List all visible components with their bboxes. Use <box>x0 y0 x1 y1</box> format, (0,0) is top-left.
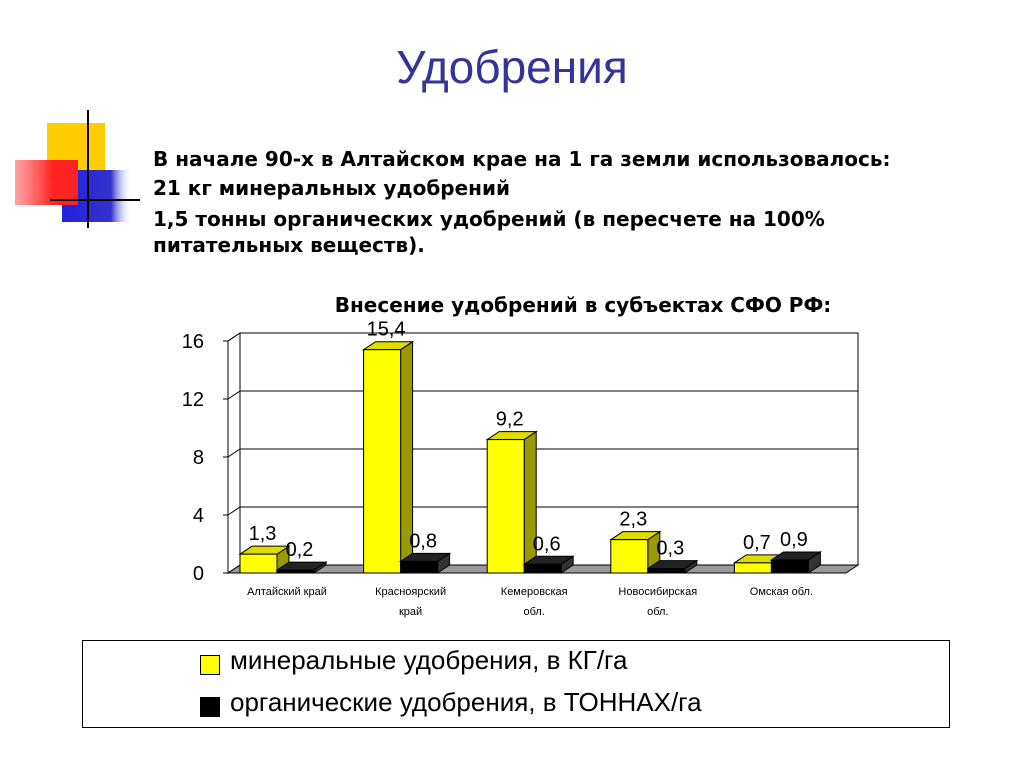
plot: 0 4 8 12 16 1,3 0,2 15,4 0,8 9,2 0,6 2,3 0,3 0,7 0,9 <box>182 319 860 585</box>
value-label: 0,9 <box>780 529 808 551</box>
y-tick-label: 8 <box>193 447 204 469</box>
bar <box>733 562 772 574</box>
grid-line <box>227 506 858 516</box>
slide-title: Удобрения <box>396 41 628 93</box>
text-line: 21 кг минеральных удобрений <box>153 176 511 200</box>
value-label: 2,3 <box>619 509 647 531</box>
value-label: 9,2 <box>496 409 524 431</box>
x-tick-label: Новосибирская обл. <box>618 586 698 618</box>
bar <box>486 439 525 574</box>
legend <box>82 640 950 728</box>
value-label: 15,4 <box>367 319 406 341</box>
value-label: 0,6 <box>533 533 561 555</box>
bar <box>647 568 686 574</box>
y-tick-label: 4 <box>193 505 204 527</box>
grid-line <box>227 332 858 342</box>
bar <box>400 560 439 574</box>
value-label: 1,3 <box>249 523 277 545</box>
text-line: 1,5 тонны органических удобрений (в пере… <box>153 207 825 257</box>
legend-swatch <box>200 655 220 675</box>
legend-swatch <box>200 697 220 717</box>
bar <box>523 563 562 574</box>
decor-square <box>15 160 78 205</box>
y-tick-label: 16 <box>182 331 204 353</box>
value-label: 0,8 <box>409 530 437 552</box>
bar <box>276 569 315 574</box>
bar <box>239 553 278 574</box>
bar <box>770 559 809 574</box>
x-tick-label: Красноярский край <box>375 586 447 618</box>
text-line: В начале 90-х в Алтайском крае на 1 га з… <box>153 147 891 171</box>
grid-line <box>227 390 858 400</box>
y-tick-label: 12 <box>182 389 204 411</box>
value-label: 0,2 <box>286 539 314 561</box>
y-tick-label: 0 <box>193 563 204 585</box>
legend-label: минеральные удобрения, в КГ/га <box>230 645 628 675</box>
bar <box>610 539 649 574</box>
x-tick-label: Алтайский край <box>247 586 327 598</box>
decor-and-chart: Внесение удобрений в субъектах СФО РФ: 0… <box>15 110 860 585</box>
grid-line <box>227 448 858 458</box>
x-tick-label: Кемеровская обл. <box>500 586 568 618</box>
value-label: 0,7 <box>743 532 771 554</box>
bar <box>363 349 402 574</box>
legend-label: органические удобрения, в ТОННАХ/га <box>230 687 702 717</box>
value-label: 0,3 <box>656 538 684 560</box>
x-tick-label: Омская обл. <box>749 586 813 598</box>
chart-title: Внесение удобрений в субъектах СФО РФ: <box>335 293 832 317</box>
